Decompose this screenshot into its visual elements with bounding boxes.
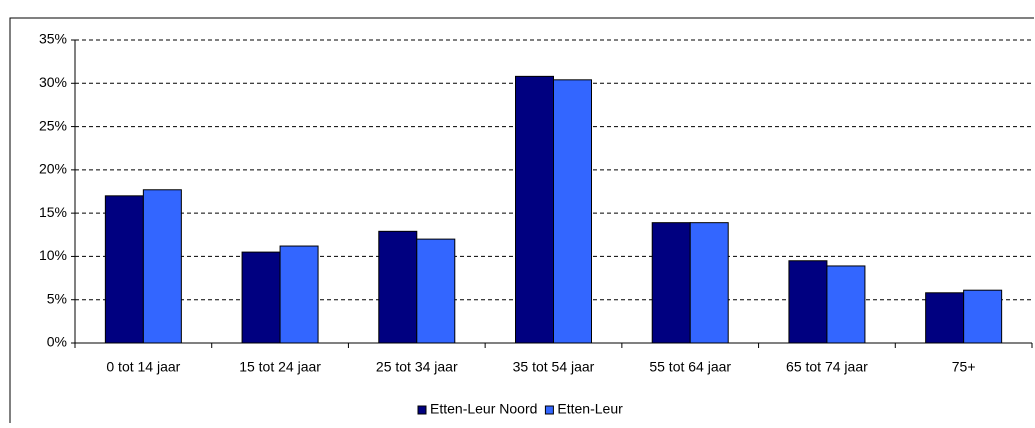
bar	[963, 289, 1003, 344]
bar	[104, 195, 144, 344]
bar	[651, 222, 691, 344]
bar	[925, 292, 965, 344]
legend-swatch	[417, 405, 427, 415]
bar	[241, 251, 281, 344]
chart-frame	[9, 17, 1034, 423]
bar	[553, 79, 592, 344]
y-tick-label: 5%	[47, 290, 67, 306]
bar	[689, 222, 729, 344]
x-tick-label: 25 tot 34 jaar	[376, 359, 458, 375]
bar	[515, 75, 554, 344]
x-tick-label: 0 tot 14 jaar	[106, 359, 180, 375]
x-tick-label: 15 tot 24 jaar	[239, 359, 321, 375]
legend-swatch	[544, 405, 554, 415]
bar	[826, 265, 866, 344]
y-tick-label: 35%	[39, 31, 67, 47]
y-tick-label: 25%	[39, 117, 67, 133]
bar	[378, 230, 418, 344]
bar	[788, 260, 828, 344]
y-tick-label: 30%	[39, 74, 67, 90]
legend-label: Etten-Leur	[557, 401, 623, 417]
x-tick-label: 75+	[952, 359, 976, 375]
x-tick-label: 55 tot 64 jaar	[649, 359, 731, 375]
y-tick-label: 20%	[39, 161, 67, 177]
y-tick-label: 15%	[39, 204, 67, 220]
x-tick-label: 65 tot 74 jaar	[786, 359, 868, 375]
bar	[416, 238, 456, 344]
x-tick-label: 35 tot 54 jaar	[513, 359, 595, 375]
y-tick-label: 10%	[39, 247, 67, 263]
legend-label: Etten-Leur Noord	[430, 401, 537, 417]
bar	[279, 245, 319, 344]
bar	[142, 189, 182, 344]
y-tick-label: 0%	[47, 334, 67, 350]
